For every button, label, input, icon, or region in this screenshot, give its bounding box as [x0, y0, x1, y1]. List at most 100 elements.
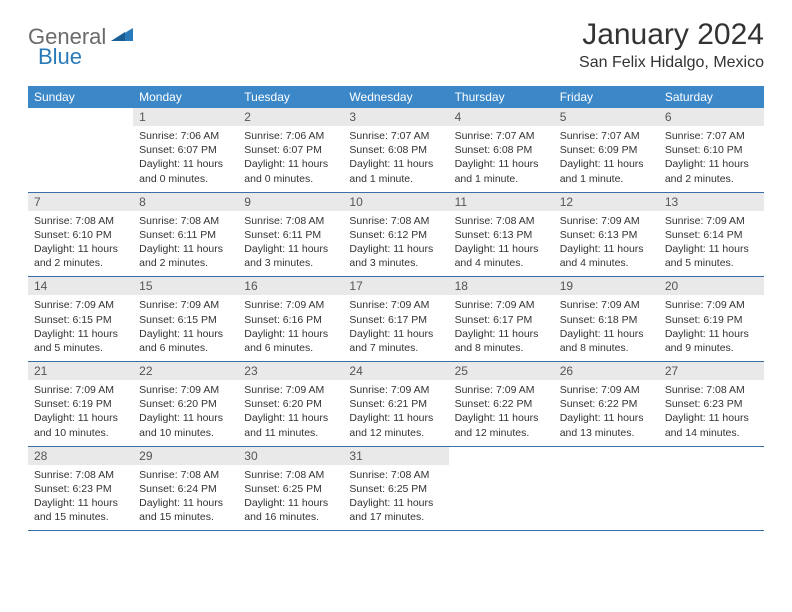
day-info: Sunrise: 7:09 AMSunset: 6:18 PMDaylight:… — [554, 295, 659, 361]
daylight-text: Daylight: 11 hours and 0 minutes. — [244, 157, 337, 185]
sunset-text: Sunset: 6:09 PM — [560, 143, 653, 157]
day-number: 7 — [28, 193, 133, 211]
week-row: 14Sunrise: 7:09 AMSunset: 6:15 PMDayligh… — [28, 277, 764, 362]
day-number: 25 — [449, 362, 554, 380]
day-info: Sunrise: 7:07 AMSunset: 6:08 PMDaylight:… — [449, 126, 554, 192]
day-cell: 29Sunrise: 7:08 AMSunset: 6:24 PMDayligh… — [133, 447, 238, 531]
daylight-text: Daylight: 11 hours and 7 minutes. — [349, 327, 442, 355]
daylight-text: Daylight: 11 hours and 5 minutes. — [665, 242, 758, 270]
sunset-text: Sunset: 6:11 PM — [139, 228, 232, 242]
day-number: 6 — [659, 108, 764, 126]
day-cell: 20Sunrise: 7:09 AMSunset: 6:19 PMDayligh… — [659, 277, 764, 361]
sunset-text: Sunset: 6:08 PM — [455, 143, 548, 157]
sunrise-text: Sunrise: 7:07 AM — [349, 129, 442, 143]
day-cell: 1Sunrise: 7:06 AMSunset: 6:07 PMDaylight… — [133, 108, 238, 192]
day-cell: 9Sunrise: 7:08 AMSunset: 6:11 PMDaylight… — [238, 193, 343, 277]
sunset-text: Sunset: 6:13 PM — [560, 228, 653, 242]
weeks-container: 1Sunrise: 7:06 AMSunset: 6:07 PMDaylight… — [28, 108, 764, 531]
day-number: 15 — [133, 277, 238, 295]
sunset-text: Sunset: 6:23 PM — [665, 397, 758, 411]
sunrise-text: Sunrise: 7:06 AM — [139, 129, 232, 143]
sunset-text: Sunset: 6:10 PM — [665, 143, 758, 157]
sunset-text: Sunset: 6:13 PM — [455, 228, 548, 242]
sunrise-text: Sunrise: 7:09 AM — [665, 214, 758, 228]
day-number: 17 — [343, 277, 448, 295]
day-cell: 24Sunrise: 7:09 AMSunset: 6:21 PMDayligh… — [343, 362, 448, 446]
sunrise-text: Sunrise: 7:09 AM — [139, 383, 232, 397]
daylight-text: Daylight: 11 hours and 2 minutes. — [34, 242, 127, 270]
day-number: 9 — [238, 193, 343, 211]
day-cell: 10Sunrise: 7:08 AMSunset: 6:12 PMDayligh… — [343, 193, 448, 277]
daylight-text: Daylight: 11 hours and 1 minute. — [349, 157, 442, 185]
day-number: 11 — [449, 193, 554, 211]
sunrise-text: Sunrise: 7:09 AM — [560, 383, 653, 397]
day-info: Sunrise: 7:09 AMSunset: 6:15 PMDaylight:… — [28, 295, 133, 361]
day-number: 22 — [133, 362, 238, 380]
sunset-text: Sunset: 6:20 PM — [244, 397, 337, 411]
sunset-text: Sunset: 6:21 PM — [349, 397, 442, 411]
day-cell — [28, 108, 133, 192]
day-info: Sunrise: 7:09 AMSunset: 6:20 PMDaylight:… — [238, 380, 343, 446]
day-info: Sunrise: 7:09 AMSunset: 6:22 PMDaylight:… — [554, 380, 659, 446]
daylight-text: Daylight: 11 hours and 6 minutes. — [139, 327, 232, 355]
calendar-page: General January 2024 San Felix Hidalgo, … — [0, 0, 792, 549]
weekday-friday: Friday — [554, 86, 659, 108]
sunrise-text: Sunrise: 7:08 AM — [139, 214, 232, 228]
month-title: January 2024 — [579, 18, 764, 52]
daylight-text: Daylight: 11 hours and 5 minutes. — [34, 327, 127, 355]
daylight-text: Daylight: 11 hours and 15 minutes. — [139, 496, 232, 524]
title-block: January 2024 San Felix Hidalgo, Mexico — [579, 18, 764, 72]
sunset-text: Sunset: 6:17 PM — [349, 313, 442, 327]
sunset-text: Sunset: 6:11 PM — [244, 228, 337, 242]
sunrise-text: Sunrise: 7:09 AM — [34, 298, 127, 312]
day-cell: 31Sunrise: 7:08 AMSunset: 6:25 PMDayligh… — [343, 447, 448, 531]
day-cell: 8Sunrise: 7:08 AMSunset: 6:11 PMDaylight… — [133, 193, 238, 277]
sunrise-text: Sunrise: 7:09 AM — [139, 298, 232, 312]
day-number: 27 — [659, 362, 764, 380]
sunset-text: Sunset: 6:24 PM — [139, 482, 232, 496]
sunrise-text: Sunrise: 7:09 AM — [455, 383, 548, 397]
day-cell: 17Sunrise: 7:09 AMSunset: 6:17 PMDayligh… — [343, 277, 448, 361]
day-cell: 26Sunrise: 7:09 AMSunset: 6:22 PMDayligh… — [554, 362, 659, 446]
day-info: Sunrise: 7:08 AMSunset: 6:23 PMDaylight:… — [659, 380, 764, 446]
sunrise-text: Sunrise: 7:08 AM — [139, 468, 232, 482]
weekday-tuesday: Tuesday — [238, 86, 343, 108]
sunset-text: Sunset: 6:25 PM — [349, 482, 442, 496]
daylight-text: Daylight: 11 hours and 14 minutes. — [665, 411, 758, 439]
week-row: 21Sunrise: 7:09 AMSunset: 6:19 PMDayligh… — [28, 362, 764, 447]
sunrise-text: Sunrise: 7:07 AM — [560, 129, 653, 143]
day-info: Sunrise: 7:09 AMSunset: 6:21 PMDaylight:… — [343, 380, 448, 446]
day-cell: 5Sunrise: 7:07 AMSunset: 6:09 PMDaylight… — [554, 108, 659, 192]
daylight-text: Daylight: 11 hours and 13 minutes. — [560, 411, 653, 439]
daylight-text: Daylight: 11 hours and 4 minutes. — [560, 242, 653, 270]
day-info: Sunrise: 7:09 AMSunset: 6:17 PMDaylight:… — [449, 295, 554, 361]
sunrise-text: Sunrise: 7:08 AM — [349, 468, 442, 482]
day-info: Sunrise: 7:06 AMSunset: 6:07 PMDaylight:… — [133, 126, 238, 192]
week-row: 7Sunrise: 7:08 AMSunset: 6:10 PMDaylight… — [28, 193, 764, 278]
day-info: Sunrise: 7:08 AMSunset: 6:11 PMDaylight:… — [238, 211, 343, 277]
header: General January 2024 San Felix Hidalgo, … — [28, 18, 764, 72]
day-info: Sunrise: 7:09 AMSunset: 6:16 PMDaylight:… — [238, 295, 343, 361]
day-info: Sunrise: 7:06 AMSunset: 6:07 PMDaylight:… — [238, 126, 343, 192]
daylight-text: Daylight: 11 hours and 12 minutes. — [455, 411, 548, 439]
sunset-text: Sunset: 6:10 PM — [34, 228, 127, 242]
day-number: 2 — [238, 108, 343, 126]
sunrise-text: Sunrise: 7:06 AM — [244, 129, 337, 143]
day-number: 8 — [133, 193, 238, 211]
sunset-text: Sunset: 6:17 PM — [455, 313, 548, 327]
sunrise-text: Sunrise: 7:09 AM — [244, 383, 337, 397]
day-cell — [554, 447, 659, 531]
daylight-text: Daylight: 11 hours and 2 minutes. — [665, 157, 758, 185]
daylight-text: Daylight: 11 hours and 11 minutes. — [244, 411, 337, 439]
day-number: 14 — [28, 277, 133, 295]
weekday-sunday: Sunday — [28, 86, 133, 108]
day-info: Sunrise: 7:09 AMSunset: 6:20 PMDaylight:… — [133, 380, 238, 446]
sunrise-text: Sunrise: 7:07 AM — [665, 129, 758, 143]
day-number: 29 — [133, 447, 238, 465]
daylight-text: Daylight: 11 hours and 9 minutes. — [665, 327, 758, 355]
sunset-text: Sunset: 6:25 PM — [244, 482, 337, 496]
day-info: Sunrise: 7:09 AMSunset: 6:14 PMDaylight:… — [659, 211, 764, 277]
day-info: Sunrise: 7:08 AMSunset: 6:24 PMDaylight:… — [133, 465, 238, 531]
weekday-thursday: Thursday — [449, 86, 554, 108]
day-cell: 4Sunrise: 7:07 AMSunset: 6:08 PMDaylight… — [449, 108, 554, 192]
